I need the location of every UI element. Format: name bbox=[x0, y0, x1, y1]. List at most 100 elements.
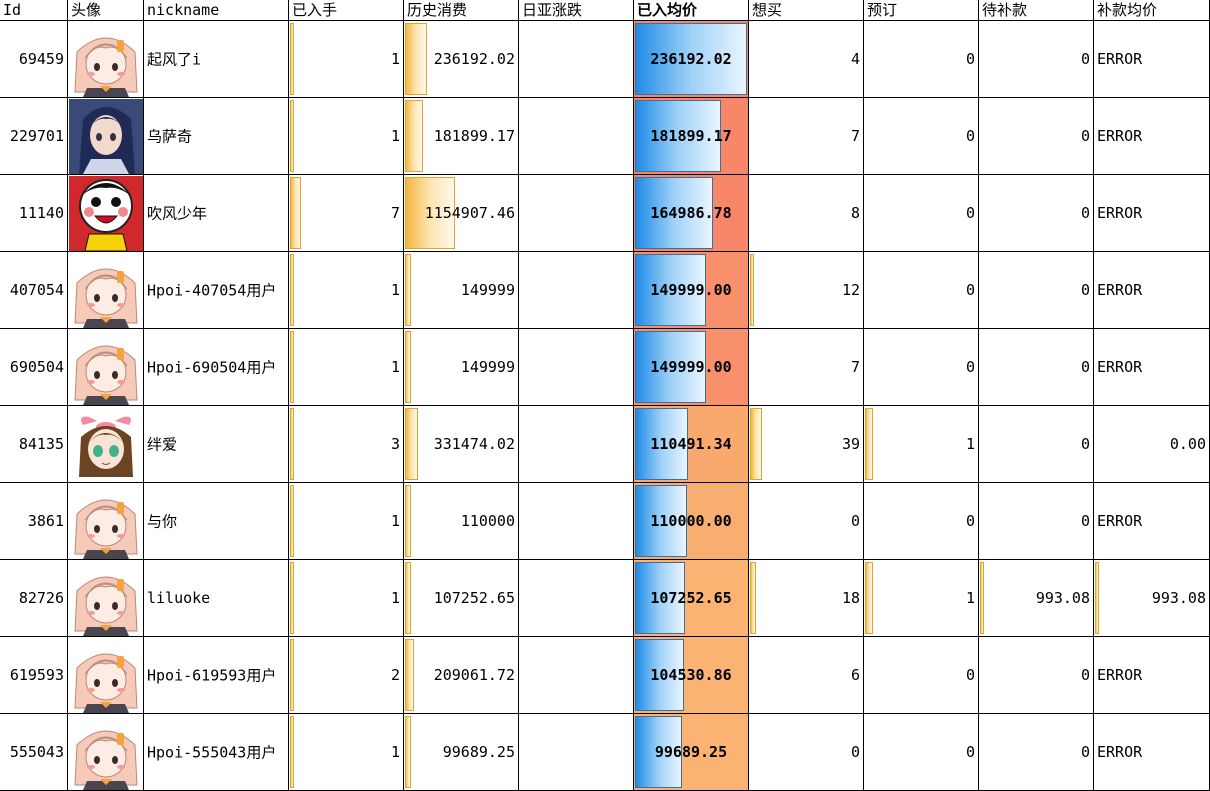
cell-want[interactable]: 12 bbox=[749, 252, 864, 329]
cell-owned[interactable]: 7 bbox=[289, 175, 404, 252]
cell-nickname[interactable]: 与你 bbox=[144, 483, 289, 560]
cell-avg[interactable]: 149999.00 bbox=[634, 252, 749, 329]
cell-pending-avg[interactable]: 0.00 bbox=[1094, 406, 1210, 483]
cell-preorder[interactable]: 0 bbox=[864, 98, 979, 175]
cell-pending[interactable]: 0 bbox=[979, 175, 1094, 252]
cell-owned[interactable]: 1 bbox=[289, 252, 404, 329]
cell-spent[interactable]: 110000 bbox=[404, 483, 519, 560]
cell-preorder[interactable]: 0 bbox=[864, 252, 979, 329]
cell-jp-change[interactable] bbox=[519, 21, 634, 98]
cell-preorder[interactable]: 1 bbox=[864, 406, 979, 483]
cell-avg[interactable]: 107252.65 bbox=[634, 560, 749, 637]
header-want[interactable]: 想买 bbox=[749, 0, 864, 21]
cell-avg[interactable]: 99689.25 bbox=[634, 714, 749, 791]
cell-owned[interactable]: 3 bbox=[289, 406, 404, 483]
cell-avatar[interactable] bbox=[68, 560, 144, 637]
cell-owned[interactable]: 1 bbox=[289, 483, 404, 560]
cell-nickname[interactable]: 绊爱 bbox=[144, 406, 289, 483]
header-spent[interactable]: 历史消费 bbox=[404, 0, 519, 21]
cell-jp-change[interactable] bbox=[519, 329, 634, 406]
cell-preorder[interactable]: 1 bbox=[864, 560, 979, 637]
cell-avatar[interactable] bbox=[68, 175, 144, 252]
header-avatar[interactable]: 头像 bbox=[68, 0, 144, 21]
cell-pending-avg[interactable]: ERROR bbox=[1094, 98, 1210, 175]
cell-avg[interactable]: 164986.78 bbox=[634, 175, 749, 252]
cell-want[interactable]: 7 bbox=[749, 329, 864, 406]
cell-avatar[interactable] bbox=[68, 406, 144, 483]
cell-id[interactable]: 555043 bbox=[0, 714, 68, 791]
header-pending[interactable]: 待补款 bbox=[979, 0, 1094, 21]
cell-owned[interactable]: 1 bbox=[289, 21, 404, 98]
cell-pending[interactable]: 0 bbox=[979, 329, 1094, 406]
cell-jp-change[interactable] bbox=[519, 98, 634, 175]
cell-spent[interactable]: 1154907.46 bbox=[404, 175, 519, 252]
cell-preorder[interactable]: 0 bbox=[864, 483, 979, 560]
cell-nickname[interactable]: Hpoi-619593用户 bbox=[144, 637, 289, 714]
cell-preorder[interactable]: 0 bbox=[864, 637, 979, 714]
cell-owned[interactable]: 1 bbox=[289, 329, 404, 406]
cell-owned[interactable]: 1 bbox=[289, 714, 404, 791]
cell-nickname[interactable]: 吹风少年 bbox=[144, 175, 289, 252]
cell-avg[interactable]: 181899.17 bbox=[634, 98, 749, 175]
cell-spent[interactable]: 107252.65 bbox=[404, 560, 519, 637]
cell-preorder[interactable]: 0 bbox=[864, 714, 979, 791]
cell-nickname[interactable]: liluoke bbox=[144, 560, 289, 637]
cell-nickname[interactable]: 乌萨奇 bbox=[144, 98, 289, 175]
cell-pending[interactable]: 0 bbox=[979, 98, 1094, 175]
cell-pending-avg[interactable]: ERROR bbox=[1094, 637, 1210, 714]
cell-nickname[interactable]: Hpoi-690504用户 bbox=[144, 329, 289, 406]
cell-id[interactable]: 407054 bbox=[0, 252, 68, 329]
cell-jp-change[interactable] bbox=[519, 560, 634, 637]
cell-id[interactable]: 69459 bbox=[0, 21, 68, 98]
cell-nickname[interactable]: 起风了i bbox=[144, 21, 289, 98]
cell-id[interactable]: 82726 bbox=[0, 560, 68, 637]
cell-want[interactable]: 0 bbox=[749, 483, 864, 560]
cell-id[interactable]: 690504 bbox=[0, 329, 68, 406]
cell-jp-change[interactable] bbox=[519, 252, 634, 329]
cell-pending-avg[interactable]: ERROR bbox=[1094, 483, 1210, 560]
cell-want[interactable]: 8 bbox=[749, 175, 864, 252]
cell-avg[interactable]: 110491.34 bbox=[634, 406, 749, 483]
cell-pending-avg[interactable]: 993.08 bbox=[1094, 560, 1210, 637]
header-pending-avg[interactable]: 补款均价 bbox=[1094, 0, 1210, 21]
cell-spent[interactable]: 181899.17 bbox=[404, 98, 519, 175]
cell-pending-avg[interactable]: ERROR bbox=[1094, 329, 1210, 406]
cell-pending[interactable]: 0 bbox=[979, 483, 1094, 560]
cell-spent[interactable]: 331474.02 bbox=[404, 406, 519, 483]
cell-avatar[interactable] bbox=[68, 21, 144, 98]
cell-preorder[interactable]: 0 bbox=[864, 329, 979, 406]
cell-avatar[interactable] bbox=[68, 252, 144, 329]
cell-jp-change[interactable] bbox=[519, 714, 634, 791]
cell-want[interactable]: 6 bbox=[749, 637, 864, 714]
cell-spent[interactable]: 149999 bbox=[404, 252, 519, 329]
cell-spent[interactable]: 99689.25 bbox=[404, 714, 519, 791]
cell-pending-avg[interactable]: ERROR bbox=[1094, 252, 1210, 329]
cell-avg[interactable]: 149999.00 bbox=[634, 329, 749, 406]
cell-want[interactable]: 39 bbox=[749, 406, 864, 483]
cell-want[interactable]: 4 bbox=[749, 21, 864, 98]
header-avg[interactable]: 已入均价 bbox=[634, 0, 749, 21]
cell-pending[interactable]: 0 bbox=[979, 714, 1094, 791]
cell-want[interactable]: 7 bbox=[749, 98, 864, 175]
cell-nickname[interactable]: Hpoi-407054用户 bbox=[144, 252, 289, 329]
cell-owned[interactable]: 2 bbox=[289, 637, 404, 714]
header-nickname[interactable]: nickname bbox=[144, 0, 289, 21]
cell-avg[interactable]: 104530.86 bbox=[634, 637, 749, 714]
cell-avg[interactable]: 236192.02 bbox=[634, 21, 749, 98]
cell-owned[interactable]: 1 bbox=[289, 560, 404, 637]
cell-owned[interactable]: 1 bbox=[289, 98, 404, 175]
cell-id[interactable]: 11140 bbox=[0, 175, 68, 252]
cell-spent[interactable]: 209061.72 bbox=[404, 637, 519, 714]
cell-avatar[interactable] bbox=[68, 714, 144, 791]
cell-avg[interactable]: 110000.00 bbox=[634, 483, 749, 560]
cell-id[interactable]: 84135 bbox=[0, 406, 68, 483]
cell-jp-change[interactable] bbox=[519, 637, 634, 714]
cell-pending[interactable]: 0 bbox=[979, 252, 1094, 329]
cell-avatar[interactable] bbox=[68, 329, 144, 406]
cell-want[interactable]: 0 bbox=[749, 714, 864, 791]
cell-want[interactable]: 18 bbox=[749, 560, 864, 637]
cell-pending[interactable]: 993.08 bbox=[979, 560, 1094, 637]
cell-pending[interactable]: 0 bbox=[979, 406, 1094, 483]
cell-pending[interactable]: 0 bbox=[979, 21, 1094, 98]
cell-jp-change[interactable] bbox=[519, 175, 634, 252]
